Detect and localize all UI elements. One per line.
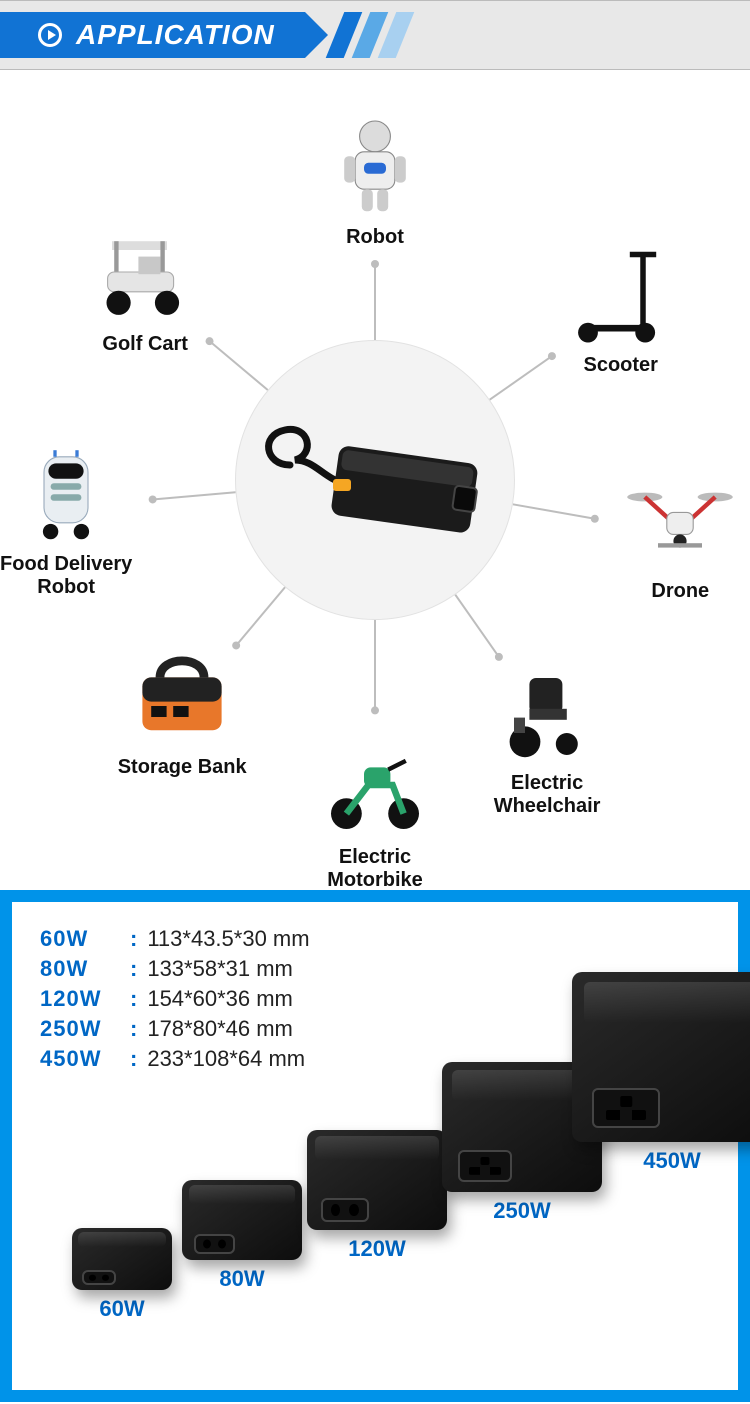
adapter-body-icon xyxy=(307,1130,447,1230)
banner-slashes xyxy=(335,12,405,58)
spoke-line xyxy=(236,587,285,645)
app-node-motorbike: Electric Motorbike xyxy=(290,730,460,892)
adapter-label: 450W xyxy=(643,1148,700,1174)
power-port-icon xyxy=(82,1270,116,1285)
application-diagram: Robot Scooter Drone Electric WheelchairElec… xyxy=(0,70,750,890)
adapter-120w: 120W xyxy=(307,1130,447,1262)
spoke-line xyxy=(455,595,499,657)
spec-row: 60W:113*43.5*30 mm xyxy=(40,926,710,952)
storage-icon xyxy=(127,640,237,750)
adapter-body-icon xyxy=(572,972,750,1142)
spec-watt: 80W xyxy=(40,956,130,982)
adapter-450w: 450W xyxy=(572,972,750,1174)
app-node-scooter: Scooter xyxy=(536,238,706,377)
spec-watt: 120W xyxy=(40,986,130,1012)
adapter-label: 60W xyxy=(99,1296,144,1322)
foodbot-icon xyxy=(11,437,121,547)
spoke-line xyxy=(153,492,236,499)
app-node-label: Scooter xyxy=(584,354,658,377)
spec-watt: 60W xyxy=(40,926,130,952)
scooter-icon xyxy=(566,238,676,348)
app-node-label: Electric Wheelchair xyxy=(462,772,632,818)
app-node-label: Golf Cart xyxy=(102,333,188,356)
banner-stripe: APPLICATION xyxy=(0,12,305,58)
app-node-golf: Golf Cart xyxy=(60,217,230,356)
adapter-label: 250W xyxy=(493,1198,550,1224)
app-node-label: Storage Bank xyxy=(118,756,247,779)
spec-dim: 154*60*36 mm xyxy=(147,986,293,1012)
golf-icon xyxy=(90,217,200,327)
banner-title: APPLICATION xyxy=(76,19,275,51)
app-node-robot: Robot xyxy=(290,110,460,249)
spoke-line xyxy=(513,504,595,518)
app-node-label: Food Delivery Robot xyxy=(0,553,151,599)
app-node-food: Food Delivery Robot xyxy=(0,437,151,599)
size-panel: 60W:113*43.5*30 mm80W:133*58*31 mm120W:1… xyxy=(12,902,738,1390)
adapter-60w: 60W xyxy=(72,1228,172,1322)
play-icon xyxy=(38,23,62,47)
spec-colon: : xyxy=(130,1016,137,1042)
adapter-body-icon xyxy=(72,1228,172,1290)
power-port-icon xyxy=(458,1150,512,1181)
app-node-label: Electric Motorbike xyxy=(290,846,460,892)
drone-icon xyxy=(625,464,735,574)
wheelchair-icon xyxy=(492,656,602,766)
spec-colon: : xyxy=(130,926,137,952)
power-port-icon xyxy=(194,1234,235,1253)
spec-colon: : xyxy=(130,986,137,1012)
app-node-storage: Storage Bank xyxy=(97,640,267,779)
section-banner: APPLICATION xyxy=(0,0,750,70)
adapter-label: 120W xyxy=(348,1236,405,1262)
app-node-label: Drone xyxy=(651,580,709,603)
adapter-80w: 80W xyxy=(182,1180,302,1292)
robot-icon xyxy=(320,110,430,220)
app-node-wheelchair: Electric Wheelchair xyxy=(462,656,632,818)
app-node-label: Robot xyxy=(346,226,404,249)
app-node-drone: Drone xyxy=(595,464,750,603)
adapter-label: 80W xyxy=(219,1266,264,1292)
adapter-body-icon xyxy=(182,1180,302,1260)
adapter-lineup: 60W 80W 120W 250W 450W xyxy=(12,1052,738,1372)
spec-dim: 178*80*46 mm xyxy=(147,1016,293,1042)
size-panel-frame: 60W:113*43.5*30 mm80W:133*58*31 mm120W:1… xyxy=(0,890,750,1402)
spec-colon: : xyxy=(130,956,137,982)
power-port-icon xyxy=(592,1088,660,1129)
power-port-icon xyxy=(321,1198,369,1222)
motorbike-icon xyxy=(320,730,430,840)
spec-dim: 133*58*31 mm xyxy=(147,956,293,982)
diagram-hub xyxy=(235,340,515,620)
spec-watt: 250W xyxy=(40,1016,130,1042)
spec-dim: 113*43.5*30 mm xyxy=(147,926,309,952)
charger-icon xyxy=(255,405,495,555)
